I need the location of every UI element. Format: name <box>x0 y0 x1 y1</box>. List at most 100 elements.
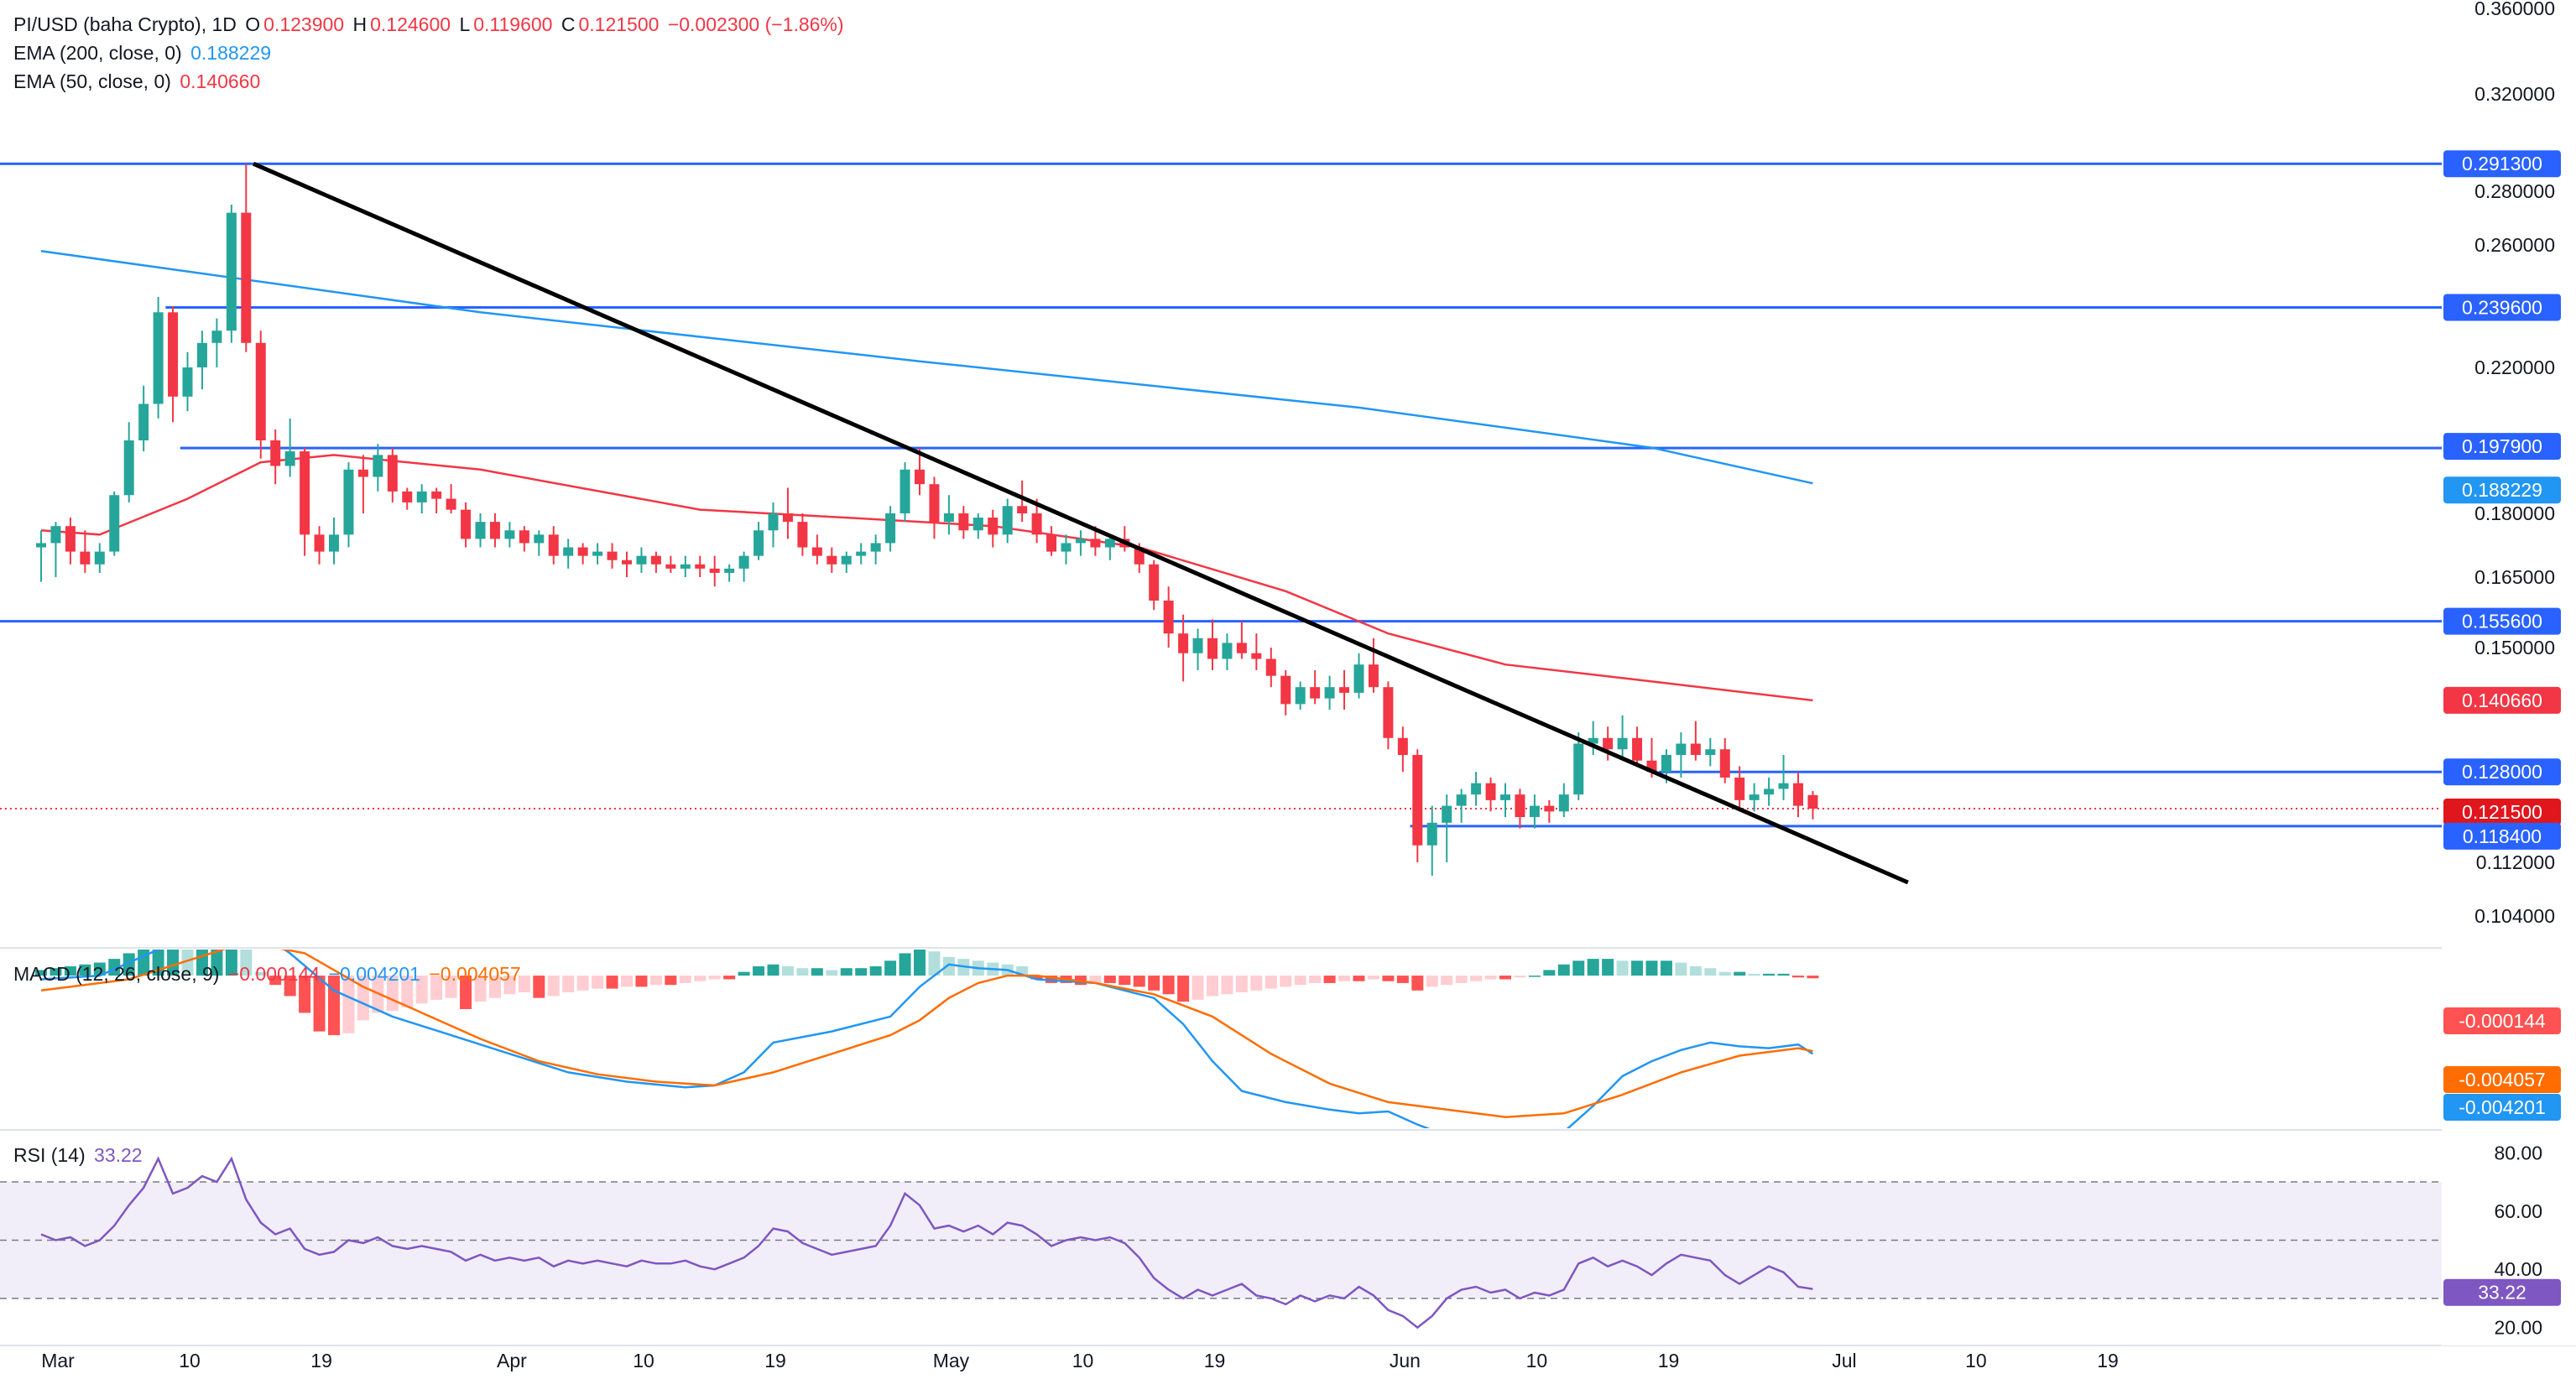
change-value: −0.002300 (−1.86%) <box>667 13 844 35</box>
candle-body <box>270 440 281 466</box>
candle-body <box>1090 539 1101 548</box>
candle-body <box>1632 737 1643 761</box>
macd-histogram-bar <box>342 976 355 1033</box>
candle-body <box>1690 743 1701 755</box>
candle-body <box>1471 783 1482 795</box>
candle-body <box>1061 543 1072 552</box>
macd-histogram-bar <box>884 960 897 976</box>
candle-body <box>592 551 603 556</box>
candle-body <box>1324 687 1335 699</box>
price-badge: 0.121500 <box>2462 801 2542 823</box>
candle-body <box>123 440 134 496</box>
close-value: 0.121500 <box>578 13 660 35</box>
rsi-value: 33.22 <box>94 1144 143 1166</box>
candle-body <box>1456 794 1467 806</box>
macd-histogram-bar <box>592 976 604 989</box>
ema50-legend[interactable]: EMA (50, close, 0) 0.140660 <box>13 70 263 93</box>
time-axis-label: Jul <box>1832 1350 1856 1371</box>
candle-body <box>943 513 954 523</box>
macd-pane <box>35 950 1819 1128</box>
ema200-value: 0.188229 <box>190 42 272 64</box>
macd-histogram-bar <box>1455 976 1468 983</box>
candle-body <box>709 568 720 573</box>
macd-histogram-bar <box>415 976 428 1004</box>
candle-body <box>1529 805 1540 818</box>
open-label: O <box>245 13 261 35</box>
ema50-value: 0.140660 <box>180 70 261 92</box>
price-axis-label: 0.280000 <box>2474 180 2555 202</box>
candle-body <box>255 342 266 440</box>
candle-body <box>900 469 910 513</box>
candle-body <box>1002 506 1013 535</box>
ohlc-legend: PI/USD (baha Crypto), 1D O 0.123900 H 0.12… <box>13 13 847 36</box>
price-badge-bg <box>2443 758 2561 786</box>
price-axis-label: 0.360000 <box>2474 0 2555 19</box>
candle-body <box>827 555 837 565</box>
candle-body <box>929 484 940 523</box>
macd-histogram-bar <box>1675 962 1687 976</box>
macd-histogram-bar <box>79 964 91 976</box>
candle-body <box>1339 687 1350 693</box>
macd-histogram-bar <box>240 950 253 976</box>
candle-body <box>168 312 179 397</box>
candle-body <box>988 518 999 535</box>
candle-body <box>915 469 925 485</box>
candle-body <box>797 522 808 548</box>
candle-body <box>1222 643 1233 659</box>
macd-line-value: −0.004201 <box>328 963 420 985</box>
price-axis-label: 0.150000 <box>2474 637 2555 658</box>
macd-histogram-bar <box>1660 960 1672 976</box>
macd-histogram-bar <box>811 968 823 976</box>
macd-legend[interactable]: MACD (12, 26, close, 9) −0.000144 −0.004… <box>13 963 524 986</box>
candle-body <box>284 451 295 466</box>
candle-body <box>856 551 867 556</box>
macd-histogram-bar <box>1323 976 1336 983</box>
candle-body <box>519 530 529 544</box>
candle-body <box>665 564 676 569</box>
macd-histogram-bar <box>474 976 487 1002</box>
price-badge-bg <box>2443 150 2561 178</box>
rsi-legend[interactable]: RSI (14) 33.22 <box>13 1144 146 1167</box>
macd-signal-value: −0.004057 <box>429 963 521 985</box>
macd-histogram-bar <box>284 976 296 997</box>
rsi-badge: 33.22 <box>2478 1282 2526 1304</box>
candle-body <box>138 403 149 440</box>
macd-label: MACD (12, 26, close, 9) <box>13 963 220 985</box>
macd-histogram-bar <box>781 965 794 976</box>
macd-histogram-bar <box>1177 976 1190 1002</box>
candle-body <box>607 551 618 560</box>
macd-histogram-bar <box>460 976 472 1009</box>
price-axis-label: 0.112000 <box>2476 851 2555 873</box>
candle-body <box>534 534 545 544</box>
candle-body <box>1353 664 1364 693</box>
macd-histogram-bar <box>328 976 340 1036</box>
macd-histogram-bar <box>430 976 443 1000</box>
candle-body <box>1734 777 1745 800</box>
candle-body <box>373 455 383 477</box>
macd-badge: -0.004201 <box>2459 1096 2546 1118</box>
macd-histogram-bar <box>1557 964 1570 976</box>
candle-body <box>1603 737 1614 750</box>
price-badge-bg <box>2443 686 2561 714</box>
macd-histogram-bar <box>123 953 135 976</box>
macd-histogram-bar <box>1221 976 1233 995</box>
macd-histogram-bar <box>1367 976 1379 980</box>
symbol-title[interactable]: PI/USD (baha Crypto), 1D <box>13 13 237 35</box>
ema200-legend[interactable]: EMA (200, close, 0) 0.188229 <box>13 42 274 65</box>
price-badge-bg <box>2443 433 2561 461</box>
price-badge-bg <box>2443 799 2561 825</box>
macd-histogram-bar <box>254 971 267 976</box>
candle-body <box>1500 794 1510 800</box>
macd-histogram-bar <box>1382 976 1395 981</box>
rsi-pane <box>0 1156 2442 1330</box>
candle-body <box>1558 794 1569 812</box>
time-axis-label: 19 <box>2097 1350 2119 1371</box>
macd-histogram-bar <box>1148 976 1160 991</box>
macd-histogram-bar <box>708 976 721 980</box>
candle-body <box>680 564 691 569</box>
macd-histogram-bar <box>1016 965 1029 976</box>
time-axis-label: 10 <box>179 1350 201 1371</box>
macd-line <box>40 950 1814 1128</box>
macd-badge: -0.000144 <box>2459 1010 2546 1032</box>
